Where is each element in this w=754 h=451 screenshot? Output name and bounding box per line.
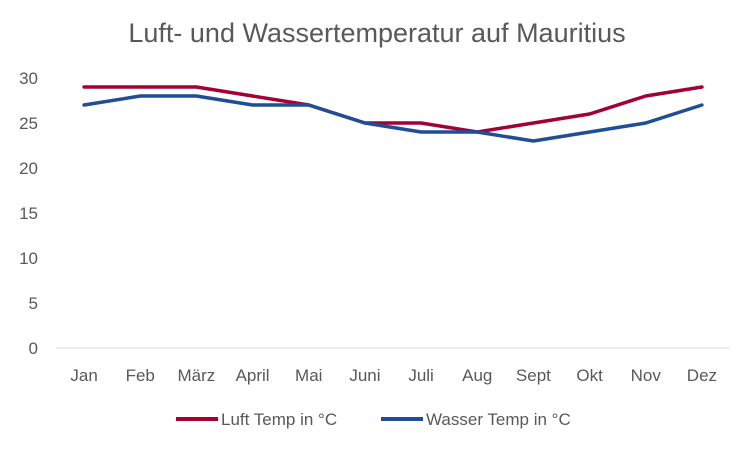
y-tick-label: 30	[19, 69, 38, 88]
y-tick-label: 25	[19, 114, 38, 133]
x-tick-label: Mai	[295, 366, 322, 385]
series-line-1	[82, 94, 704, 143]
y-tick-label: 5	[29, 294, 38, 313]
legend-label: Luft Temp in °C	[221, 410, 337, 429]
x-tick-label: Okt	[576, 366, 603, 385]
x-tick-label: Jan	[70, 366, 97, 385]
y-tick-label: 15	[19, 204, 38, 223]
chart-title: Luft- und Wassertemperatur auf Mauritius	[128, 18, 626, 48]
x-tick-label: Aug	[462, 366, 492, 385]
y-tick-label: 10	[19, 249, 38, 268]
x-tick-label: Nov	[631, 366, 662, 385]
y-tick-label: 20	[19, 159, 38, 178]
legend-label: Wasser Temp in °C	[426, 410, 571, 429]
x-tick-label: April	[236, 366, 270, 385]
x-tick-label: Dez	[687, 366, 717, 385]
x-tick-label: Feb	[126, 366, 155, 385]
x-tick-label: Juni	[349, 366, 380, 385]
y-tick-label: 0	[29, 339, 38, 358]
x-tick-label: März	[178, 366, 216, 385]
x-tick-label: Sept	[516, 366, 551, 385]
x-tick-label: Juli	[408, 366, 434, 385]
series-line-0	[82, 85, 704, 134]
